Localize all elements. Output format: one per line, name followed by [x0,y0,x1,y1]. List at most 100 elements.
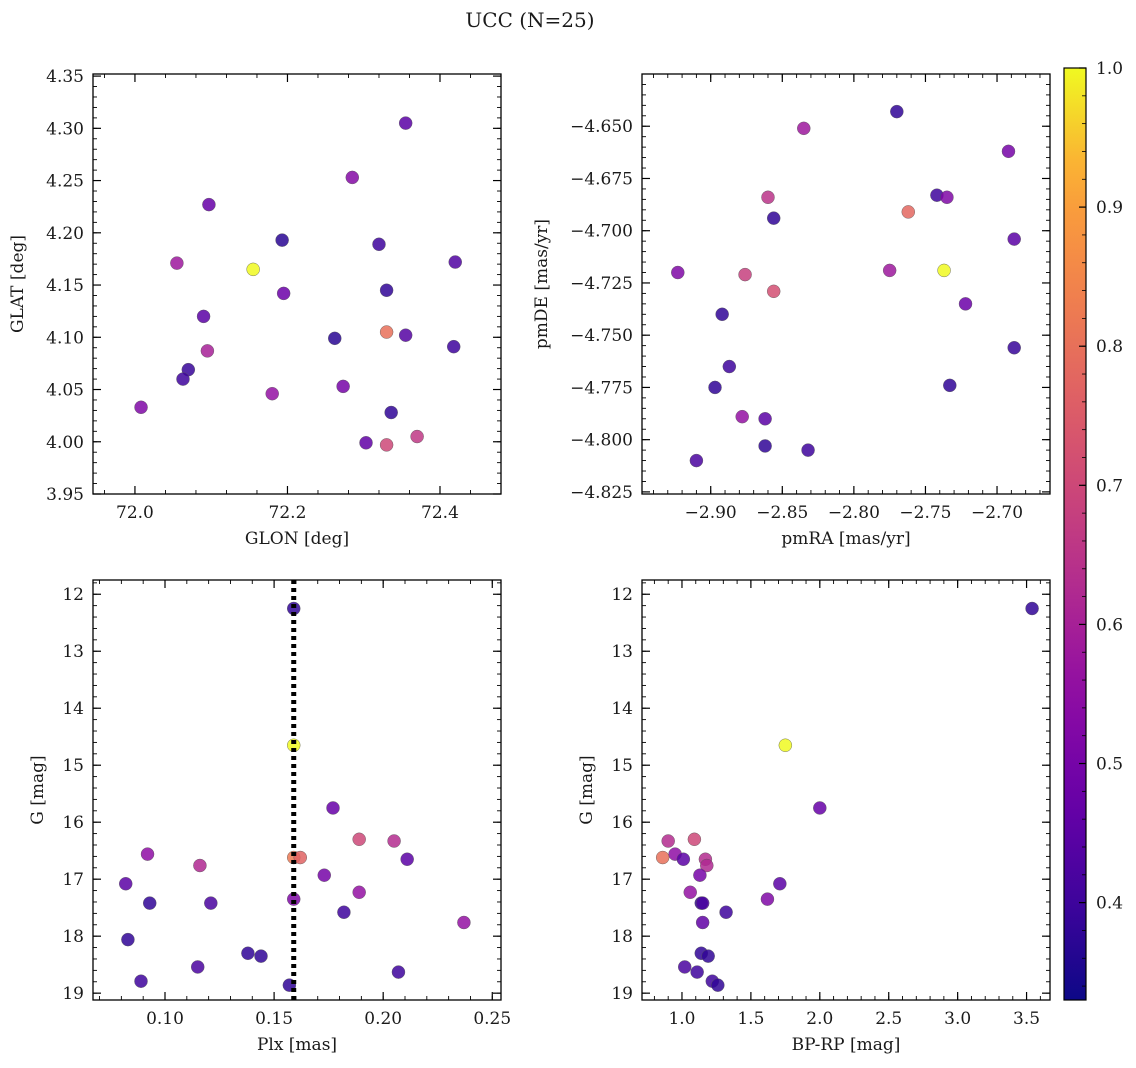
scatter-point [711,978,725,992]
panel-2: −2.90 −2.85 −2.80 −2.75 −2.70 −4.825 −4.800 −4.… [532,73,1051,549]
y-tick-label: −4.750 [570,326,633,346]
colorbar-tick-label: 0.8 [1096,337,1123,357]
panel-4: 1.0 1.5 2.0 2.5 3.0 3.5 12 13 14 15 16 17 18 19 BP-RP … [577,579,1051,1055]
y-tick-label: 4.00 [46,433,84,453]
scatter-point [722,359,737,374]
scatter-point [661,834,675,848]
scatter-point [701,949,715,963]
scatter-point [140,847,155,861]
x-tick-label: 3.5 [1013,1009,1040,1029]
scatter-point [336,379,350,394]
scatter-point [352,832,366,846]
scatter-point [134,974,148,988]
scatter-point [773,877,787,891]
y-axis-label: GLAT [deg] [8,235,28,333]
scatter-point [738,267,752,282]
x-tick-label: −2.75 [899,503,951,523]
colorbar-tick-label: 0.5 [1096,755,1123,775]
scatter-point [767,284,781,299]
scatter-point [958,297,973,311]
scatter-point [200,344,215,358]
y-tick-label: 12 [611,585,633,605]
y-tick-label: −4.775 [570,378,633,398]
scatter-point [676,852,691,866]
scatter-point [695,896,710,910]
axes-frame [641,73,1051,495]
y-tick-label: 19 [62,984,84,1004]
y-tick-label: 4.30 [46,119,84,139]
scatter-point [671,265,685,280]
y-tick-label: −4.825 [570,483,633,503]
scatter-point [246,262,260,277]
scatter-point [384,405,398,420]
scatter-point [143,896,157,910]
scatter-point [345,170,359,185]
axes-frame [92,579,502,1001]
y-tick-label: 18 [62,927,84,947]
scatter-point [700,858,714,873]
y-tick-label: 15 [611,756,633,776]
scatter-point [655,850,670,865]
y-tick-label: −4.700 [570,222,633,242]
scatter-point [448,255,462,269]
colorbar: 0.4 0.5 0.6 0.7 0.8 0.9 1.0 [1063,59,1123,1001]
scatter-point [767,211,781,225]
scatter-point [797,121,811,136]
y-tick-label: −4.725 [570,274,633,294]
scatter-point [447,339,461,354]
scatter-point [134,400,148,414]
scatter-point [398,328,413,342]
scatter-point [328,331,342,346]
y-tick-label: 15 [62,756,84,776]
x-tick-label: 2.0 [806,1009,833,1029]
scatter-point [121,932,135,947]
scatter-point [1007,232,1021,246]
y-tick-label: 4.35 [46,67,84,87]
scatter-point [265,387,279,401]
y-tick-label: 13 [611,642,633,662]
colorbar-tick-label: 0.4 [1096,894,1123,914]
scatter-point [119,877,133,891]
x-tick-label: 1.0 [668,1009,695,1029]
y-tick-label: 4.25 [46,172,84,192]
y-tick-label: 14 [611,699,633,719]
scatter-point [687,832,702,846]
y-tick-label: 4.15 [46,276,84,296]
scatter-point [276,286,291,301]
x-tick-label: 72.0 [116,503,154,523]
y-tick-label: 13 [62,642,84,662]
scatter-point [241,946,255,960]
x-tick-label: 3.0 [944,1009,971,1029]
scatter-point [940,190,954,204]
scatter-point [901,205,915,219]
y-tick-label: 17 [611,870,633,890]
y-tick-label: 4.05 [46,381,84,401]
scatter-point [1025,601,1039,616]
x-tick-label: 72.4 [421,503,459,523]
scatter-point [708,380,722,395]
scatter-point [719,905,733,919]
panels: 72.0 72.2 72.4 3.95 4.00 4.05 4.10 4.15 4.20 4.25… [8,67,1051,1055]
scatter-point [715,307,729,321]
y-tick-label: 17 [62,870,84,890]
x-axis-label: Plx [mas] [257,1035,337,1055]
y-axis-label: G [mag] [28,755,48,824]
scatter-point [372,237,386,251]
y-tick-label: −4.675 [570,169,633,189]
scatter-point [760,892,775,906]
scatter-point [937,263,951,278]
scatter-point [326,801,340,815]
x-tick-label: −2.90 [685,503,737,523]
y-tick-label: 3.95 [46,485,84,505]
scatter-point [758,439,772,453]
x-tick-label: −2.80 [828,503,880,523]
scatter-point [457,915,471,930]
scatter-point [683,885,697,899]
scatter-point [359,436,373,450]
axes-frame [641,579,1051,1001]
x-axis-label: BP-RP [mag] [792,1035,901,1055]
colorbar-tick-label: 1.0 [1096,59,1123,79]
scatter-point [693,868,707,882]
scatter-point [170,256,184,270]
